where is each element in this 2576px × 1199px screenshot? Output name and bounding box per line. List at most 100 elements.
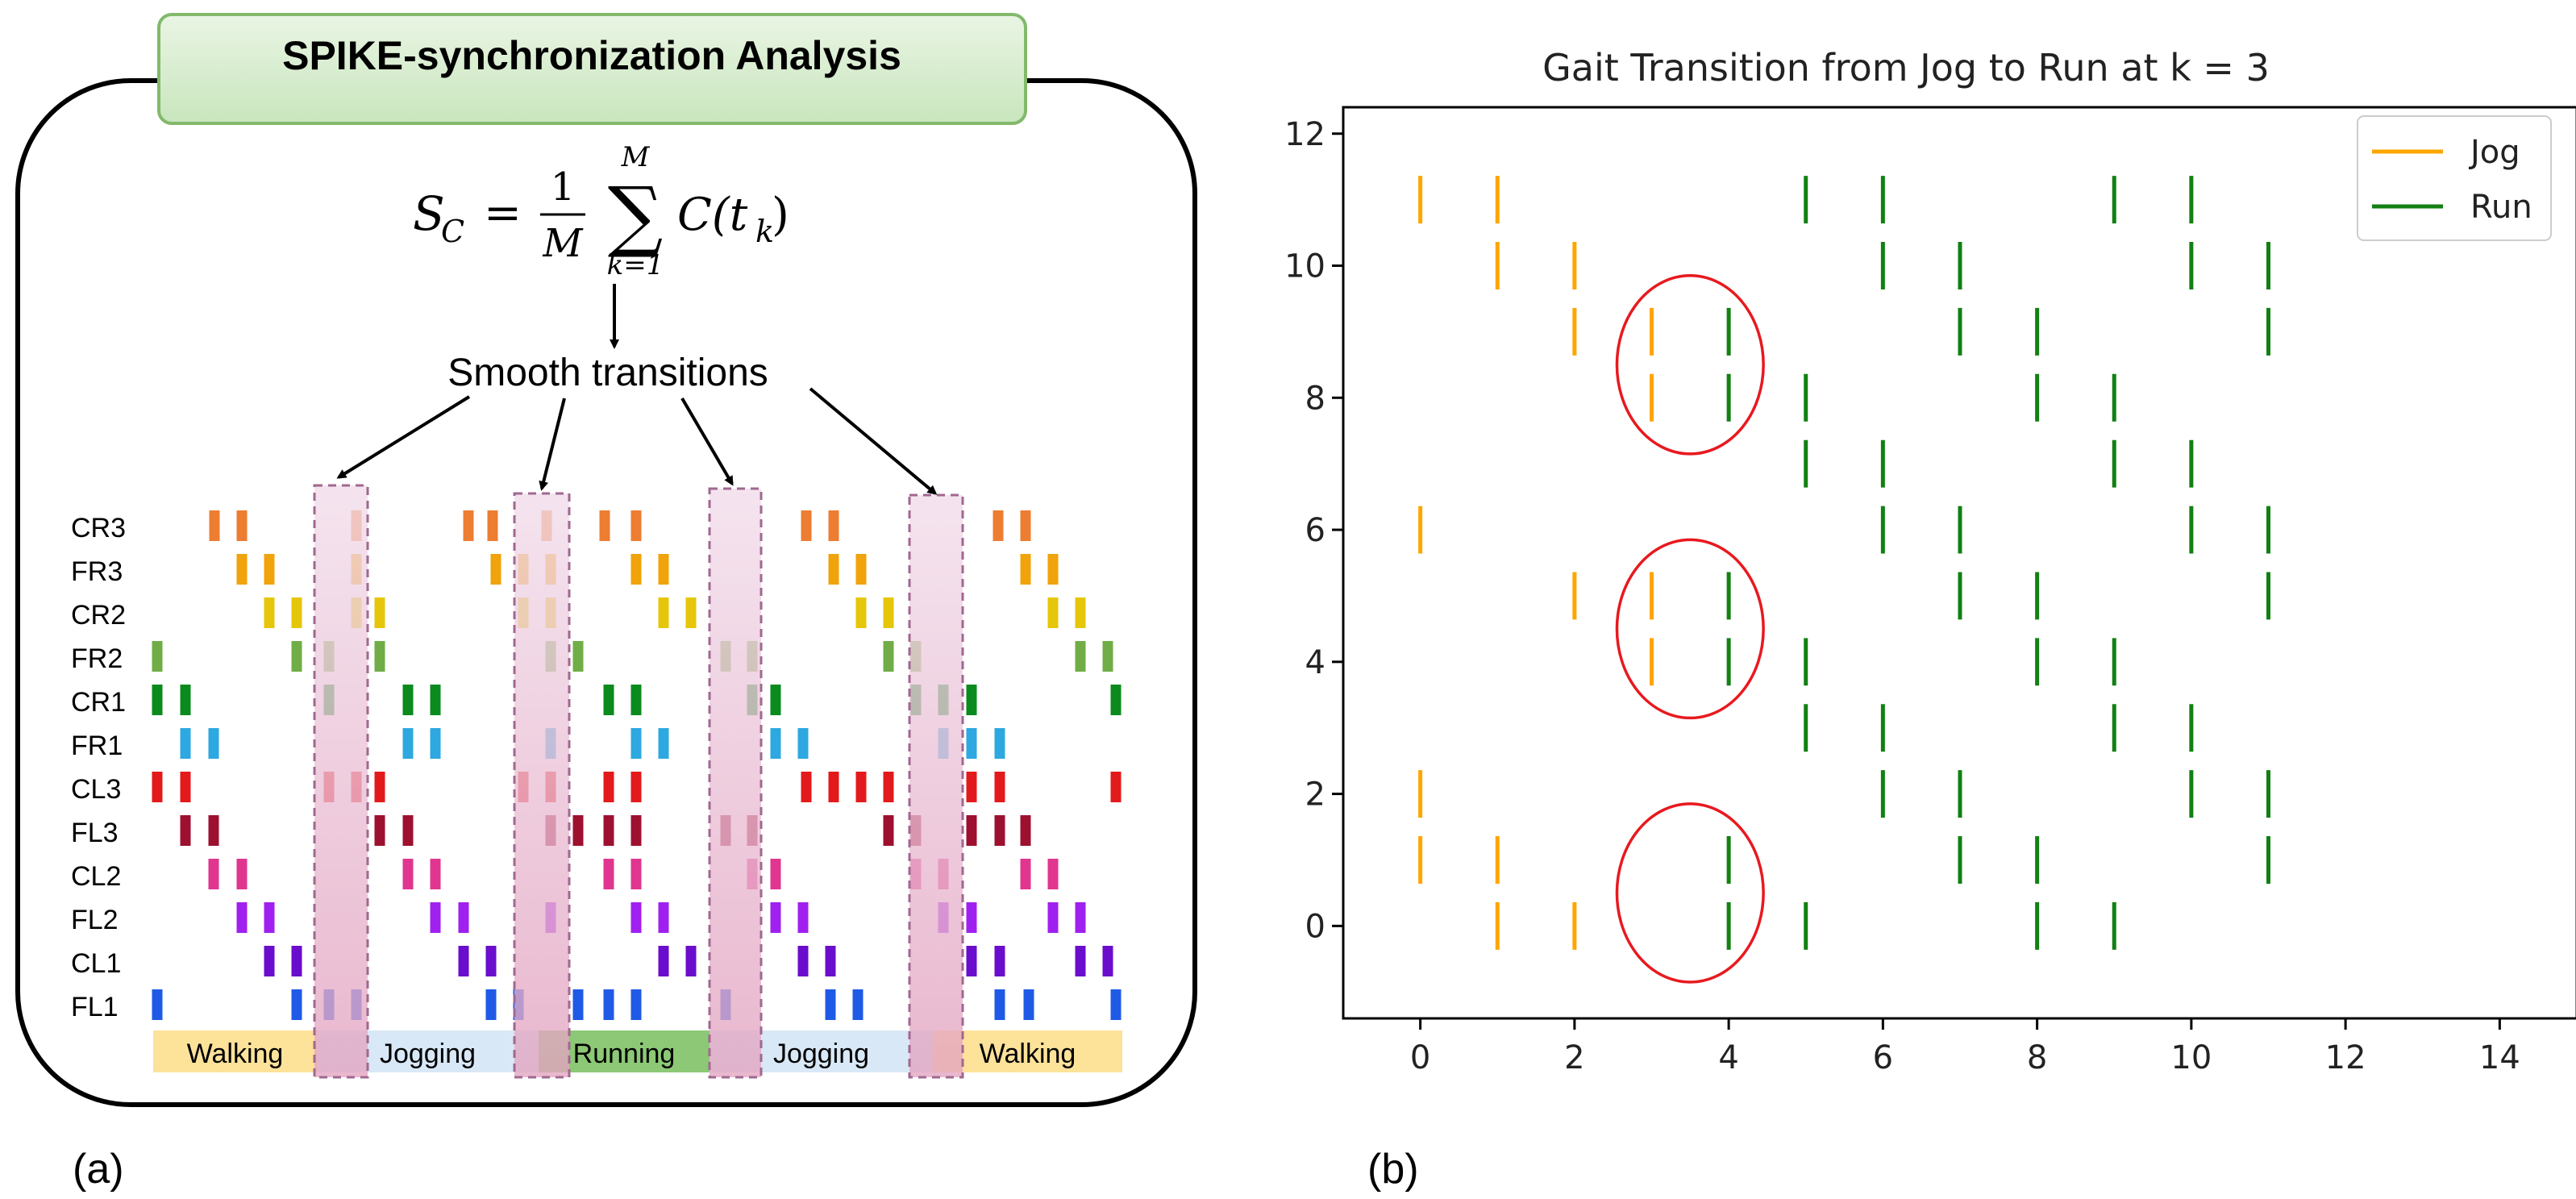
gait-row-label: FL2 xyxy=(71,905,119,935)
spike-mark xyxy=(966,772,977,802)
spike-mark xyxy=(797,902,809,933)
spike-mark xyxy=(658,946,669,976)
spike-mark xyxy=(797,946,809,976)
y-tick-label: 12 xyxy=(1284,116,1325,153)
spike-mark xyxy=(374,597,385,628)
formula-equals: = xyxy=(484,187,522,239)
spike-mark xyxy=(264,902,275,933)
spike-mark xyxy=(236,510,248,541)
x-tick-label: 2 xyxy=(1564,1039,1584,1076)
formula-sum-bottom: k=1 xyxy=(607,249,664,281)
spike-mark xyxy=(603,989,614,1020)
spike-mark xyxy=(208,815,219,846)
gait-row-label: CL3 xyxy=(71,774,121,805)
spike-mark xyxy=(855,772,867,802)
spike-mark xyxy=(966,946,977,976)
formula-term-close: ) xyxy=(772,189,789,241)
spike-mark xyxy=(264,554,275,585)
spike-mark xyxy=(883,597,894,628)
chart-title: Gait Transition from Jog to Run at k = 3 xyxy=(1542,46,2270,90)
spike-mark xyxy=(236,902,248,933)
highlight-ellipse xyxy=(1615,274,1765,456)
spike-mark xyxy=(152,772,163,802)
spike-mark xyxy=(402,859,414,889)
spike-mark xyxy=(458,946,469,976)
spike-mark xyxy=(1075,946,1086,976)
spike-mark xyxy=(855,554,867,585)
spike-mark xyxy=(994,728,1005,759)
x-tick-label: 14 xyxy=(2479,1039,2520,1076)
x-tick-label: 6 xyxy=(1873,1039,1893,1076)
spike-mark xyxy=(1020,859,1031,889)
highlight-ellipse xyxy=(1615,802,1765,984)
y-tick-label: 6 xyxy=(1305,512,1325,549)
x-tick-label: 8 xyxy=(2027,1039,2047,1076)
phase-segment xyxy=(153,1030,317,1072)
gait-row-label: FR2 xyxy=(71,643,123,674)
y-tick-label: 10 xyxy=(1284,248,1325,285)
spike-mark xyxy=(180,815,191,846)
spike-mark xyxy=(1020,554,1031,585)
spike-mark xyxy=(855,597,867,628)
spike-mark xyxy=(430,859,441,889)
transition-band xyxy=(513,492,571,1079)
spike-mark xyxy=(828,510,839,541)
transition-band xyxy=(313,484,369,1079)
gait-row-label: CR1 xyxy=(71,687,126,718)
gait-row-label: CR2 xyxy=(71,600,126,631)
spike-mark xyxy=(264,597,275,628)
spike-mark xyxy=(1047,597,1059,628)
spike-mark xyxy=(430,685,441,715)
spike-mark xyxy=(801,510,812,541)
spike-mark xyxy=(291,597,302,628)
spike-mark xyxy=(603,859,614,889)
spike-mark xyxy=(599,510,610,541)
x-tick-label: 4 xyxy=(1718,1039,1738,1076)
spike-mark xyxy=(828,772,839,802)
spike-mark xyxy=(658,902,669,933)
spike-mark xyxy=(572,989,584,1020)
spike-mark xyxy=(966,902,977,933)
spike-mark xyxy=(825,946,836,976)
spike-mark xyxy=(828,554,839,585)
spike-mark xyxy=(1047,902,1059,933)
panel-b: Gait Transition from Jog to Run at k = 3… xyxy=(1284,46,2576,1193)
spike-mark xyxy=(1110,989,1122,1020)
spike-mark xyxy=(630,772,642,802)
spike-mark xyxy=(993,510,1004,541)
spike-mark xyxy=(1075,641,1086,672)
spike-mark xyxy=(209,510,220,541)
spike-mark xyxy=(402,815,414,846)
panel-a-frame xyxy=(15,78,1197,1107)
x-tick-label: 10 xyxy=(2170,1039,2212,1076)
spike-mark xyxy=(485,989,497,1020)
transition-arrows xyxy=(336,387,938,495)
spike-mark xyxy=(770,685,781,715)
spike-mark xyxy=(487,510,498,541)
spike-mark xyxy=(852,989,864,1020)
spike-mark xyxy=(630,554,642,585)
formula-lhs-sub: C xyxy=(441,214,464,249)
x-tick-label: 12 xyxy=(2325,1039,2366,1076)
spike-mark xyxy=(658,597,669,628)
highlight-ellipse xyxy=(1615,538,1765,720)
spike-mark xyxy=(801,772,812,802)
spike-mark xyxy=(402,685,414,715)
spike-mark xyxy=(374,641,385,672)
spike-mark xyxy=(1075,597,1086,628)
spike-mark xyxy=(180,728,191,759)
spike-mark xyxy=(490,554,501,585)
spike-mark xyxy=(291,946,302,976)
spike-mark xyxy=(966,728,977,759)
spike-mark xyxy=(374,772,385,802)
spike-mark xyxy=(603,685,614,715)
spike-mark xyxy=(208,728,219,759)
transition-arrow-4 xyxy=(809,387,938,495)
y-tick-label: 2 xyxy=(1305,776,1325,814)
formula-sum-symbol: ∑ xyxy=(608,170,664,260)
spike-mark xyxy=(630,685,642,715)
panel-label-a: (a) xyxy=(73,1146,124,1193)
gait-row-label: CL2 xyxy=(71,861,121,892)
spike-mark xyxy=(1023,989,1034,1020)
